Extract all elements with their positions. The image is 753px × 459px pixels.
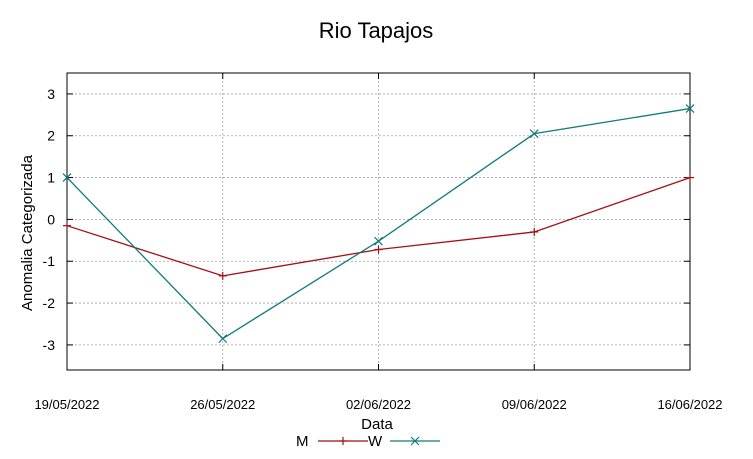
x-tick-label: 09/06/2022 [502, 397, 567, 412]
legend-label-M: M [296, 433, 309, 450]
y-tick-label: 0 [47, 211, 55, 227]
y-axis-label: Anomalia Categorizada [19, 154, 36, 311]
y-axis: -3 -2 -1 0 1 2 3 [43, 86, 690, 353]
legend-marker-M [339, 437, 347, 445]
x-tick-label: 19/05/2022 [34, 397, 99, 412]
y-tick-label: -1 [43, 253, 56, 269]
y-tick-label: -3 [43, 337, 56, 353]
data-point-M [63, 221, 71, 230]
x-tick-label: 26/05/2022 [190, 397, 255, 412]
x-axis-label: Data [361, 416, 393, 433]
y-tick-label: -2 [43, 295, 56, 311]
data-point-M [530, 227, 539, 236]
data-point-W [374, 236, 383, 246]
chart-title: Rio Tapajos [319, 18, 434, 43]
legend-marker-W [410, 436, 420, 446]
y-tick-label: 1 [47, 170, 55, 186]
data-point-W [218, 334, 228, 344]
data-point-W [62, 173, 72, 183]
legend-label-W: W [368, 433, 383, 450]
data-point-M [686, 173, 694, 182]
series-line-W [66, 107, 691, 340]
series-M [63, 173, 694, 280]
series-layer [62, 104, 695, 344]
y-tick-label: 3 [47, 86, 55, 102]
data-point-W [685, 104, 695, 113]
x-tick-label: 02/06/2022 [346, 397, 411, 412]
x-axis: 19/05/2022 26/05/2022 02/06/2022 09/06/2022… [34, 73, 723, 412]
series-W [62, 104, 695, 344]
data-point-M [218, 271, 227, 280]
x-tick-label: 16/06/2022 [657, 397, 722, 412]
grid-layer [66, 73, 691, 370]
y-tick-label: 2 [47, 128, 55, 144]
data-point-W [529, 129, 539, 139]
data-point-M [374, 245, 383, 254]
